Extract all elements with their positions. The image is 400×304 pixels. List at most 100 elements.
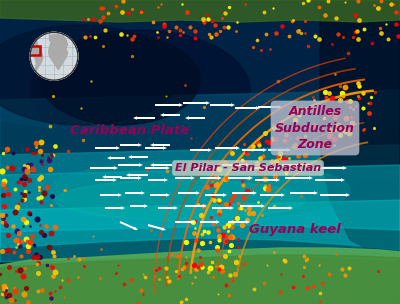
Point	[0, 168, 5, 173]
FancyArrow shape	[195, 166, 220, 170]
Point	[276, 154, 282, 159]
Point	[272, 174, 278, 179]
Point	[4, 247, 11, 252]
Point	[336, 123, 342, 127]
Point	[97, 19, 104, 24]
Point	[326, 91, 333, 95]
Point	[240, 261, 247, 266]
Point	[105, 10, 111, 15]
Point	[212, 31, 219, 36]
Point	[366, 101, 373, 105]
Point	[174, 254, 180, 259]
Point	[222, 177, 228, 181]
Point	[65, 255, 72, 260]
Point	[393, 10, 399, 15]
Point	[48, 295, 54, 300]
Point	[210, 220, 216, 225]
Point	[305, 0, 312, 3]
Point	[209, 18, 215, 23]
Point	[198, 240, 205, 245]
Point	[2, 288, 9, 293]
Point	[2, 290, 8, 295]
Point	[36, 188, 42, 192]
Point	[244, 189, 250, 194]
Point	[62, 188, 68, 193]
Point	[242, 207, 248, 212]
Polygon shape	[0, 0, 400, 22]
FancyArrow shape	[200, 176, 222, 180]
Point	[90, 233, 97, 238]
Point	[391, 2, 398, 7]
Point	[0, 150, 6, 155]
Point	[227, 243, 234, 248]
Point	[4, 146, 10, 151]
Point	[138, 288, 144, 292]
Point	[352, 29, 359, 34]
Point	[0, 212, 5, 217]
Point	[332, 128, 338, 133]
Point	[0, 292, 6, 296]
FancyArrow shape	[125, 191, 145, 195]
Point	[155, 277, 162, 282]
Point	[37, 158, 44, 163]
Circle shape	[30, 32, 78, 81]
Point	[355, 18, 362, 22]
Point	[346, 131, 352, 136]
Point	[316, 262, 322, 267]
Point	[374, 5, 380, 10]
Point	[121, 282, 127, 287]
Point	[210, 193, 216, 198]
Point	[206, 31, 212, 36]
Point	[243, 218, 250, 223]
Point	[50, 250, 56, 255]
Point	[262, 185, 268, 190]
Point	[152, 267, 159, 272]
Point	[118, 32, 124, 36]
Point	[331, 137, 338, 142]
FancyArrow shape	[148, 178, 168, 182]
Point	[330, 143, 337, 148]
Point	[3, 148, 9, 153]
Point	[228, 197, 234, 202]
Point	[250, 44, 256, 49]
FancyArrow shape	[185, 116, 205, 120]
Point	[0, 249, 5, 254]
Point	[371, 2, 377, 7]
Point	[37, 229, 44, 234]
FancyArrow shape	[120, 221, 138, 230]
Point	[355, 37, 362, 42]
Point	[295, 112, 302, 117]
Point	[194, 264, 201, 269]
Point	[254, 161, 260, 166]
Point	[231, 193, 238, 198]
Point	[184, 9, 190, 14]
FancyArrow shape	[175, 176, 195, 180]
Point	[273, 136, 280, 141]
Point	[229, 225, 235, 230]
Point	[29, 151, 35, 156]
Point	[333, 16, 339, 21]
Point	[205, 270, 212, 275]
Point	[217, 29, 223, 34]
Point	[277, 289, 283, 294]
Point	[205, 230, 211, 234]
Point	[44, 262, 50, 267]
Point	[229, 234, 236, 239]
FancyArrow shape	[120, 176, 142, 180]
Point	[102, 28, 108, 33]
Point	[281, 257, 287, 262]
Point	[266, 139, 272, 144]
Point	[250, 143, 256, 148]
Point	[11, 286, 18, 291]
Point	[236, 206, 242, 211]
Point	[4, 165, 10, 170]
Point	[272, 174, 278, 178]
Point	[324, 0, 331, 4]
Point	[26, 190, 32, 195]
Point	[96, 276, 103, 281]
Point	[243, 149, 249, 154]
Point	[344, 98, 350, 103]
Point	[183, 255, 189, 260]
Point	[277, 151, 283, 156]
Point	[349, 34, 356, 39]
